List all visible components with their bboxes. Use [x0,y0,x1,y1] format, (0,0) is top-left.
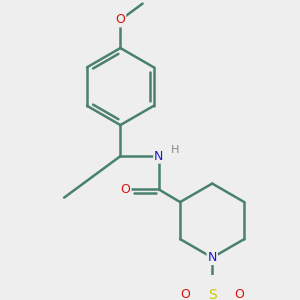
Text: S: S [208,288,217,300]
Text: O: O [116,14,125,26]
Text: H: H [171,145,179,155]
Text: O: O [180,288,190,300]
Text: N: N [154,150,164,163]
Text: N: N [208,251,217,264]
Text: O: O [235,288,244,300]
Text: O: O [121,183,130,196]
